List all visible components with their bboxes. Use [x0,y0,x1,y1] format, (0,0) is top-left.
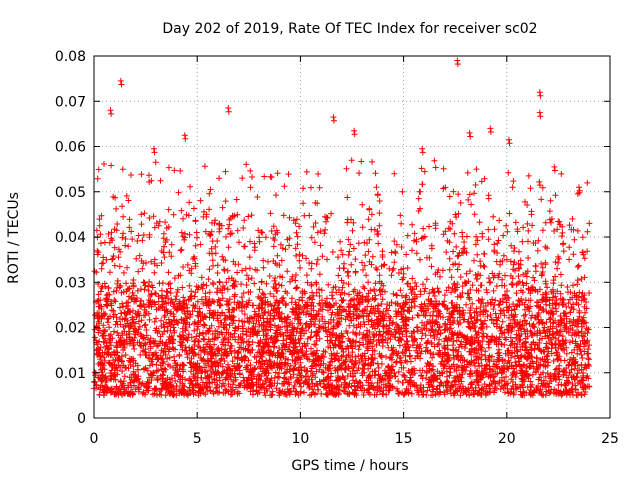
y-tick-label: 0.01 [55,366,86,382]
x-tick-label: 10 [291,431,309,447]
data-point-markers [91,57,593,399]
y-tick-label: 0.04 [55,230,86,246]
y-tick-label: 0.07 [55,94,86,110]
y-tick-label: 0.05 [55,185,86,201]
y-axis-label: ROTI / TECUs [6,192,22,284]
x-tick-label: 5 [193,431,202,447]
x-tick-label: 25 [601,431,619,447]
scatter-points [91,57,593,399]
x-tick-label: 15 [395,431,413,447]
y-tick-label: 0.02 [55,321,86,337]
y-tick-label: 0.08 [55,49,86,65]
x-tick-label: 20 [498,431,516,447]
y-axis-ticks: 0 0.01 0.02 0.03 0.04 0.05 0.06 0.07 0.08 [55,49,610,427]
y-tick-label: 0.03 [55,275,86,291]
chart-title: Day 202 of 2019, Rate Of TEC Index for r… [162,21,537,37]
x-tick-label: 0 [90,431,99,447]
y-tick-label: 0 [77,411,86,427]
y-tick-label: 0.06 [55,140,86,156]
x-axis-label: GPS time / hours [291,458,408,474]
x-axis-ticks: 0 5 10 15 20 25 [90,56,619,447]
